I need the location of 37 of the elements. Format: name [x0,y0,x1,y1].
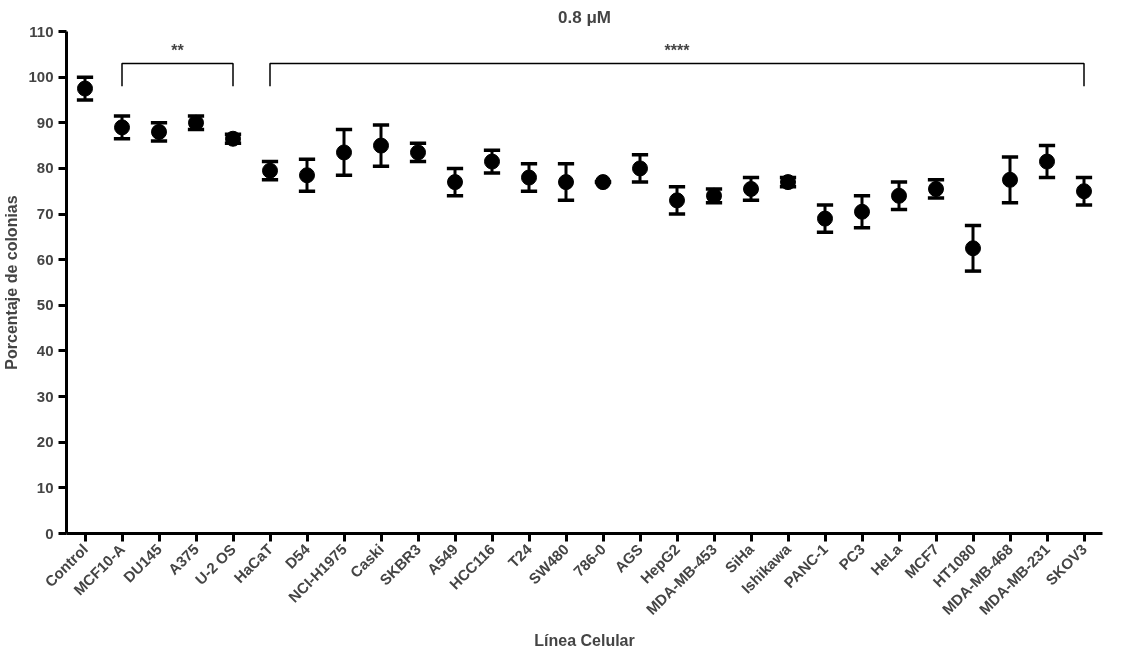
point [891,187,907,204]
y-tick-label: 90 [36,113,54,131]
point [521,169,537,186]
point [336,144,352,161]
chart-title: 0.8 μM [558,7,611,27]
y-tick-label: 60 [36,250,54,268]
point [1076,183,1092,200]
y-tick-label: 110 [29,22,54,40]
point [299,167,315,184]
point [669,192,685,209]
y-axis-title: Porcentaje de colonias [3,195,21,370]
y-tick-label: 100 [28,68,54,86]
point [743,180,759,197]
point [484,153,500,170]
y-tick-label: 50 [36,296,54,314]
y-tick-label: 0 [45,524,54,542]
y-tick-label: 20 [36,433,54,451]
y-tick-label: 40 [36,341,54,359]
point [632,160,648,177]
point [558,174,574,191]
point [373,137,389,154]
point [1002,171,1018,188]
x-axis-title: Línea Celular [534,631,635,649]
y-tick-label: 30 [36,387,54,405]
point [854,203,870,220]
annotation: ** [171,41,185,59]
point [965,240,981,257]
y-tick-label: 80 [36,159,54,177]
x-tick-label: PC3 [835,540,869,574]
y-tick-label: 70 [36,205,54,223]
point [77,80,93,97]
point [447,174,463,191]
point [114,119,130,136]
point [1039,153,1055,170]
annotation: **** [664,41,691,59]
point [817,210,833,227]
y-tick-label: 10 [36,478,54,496]
